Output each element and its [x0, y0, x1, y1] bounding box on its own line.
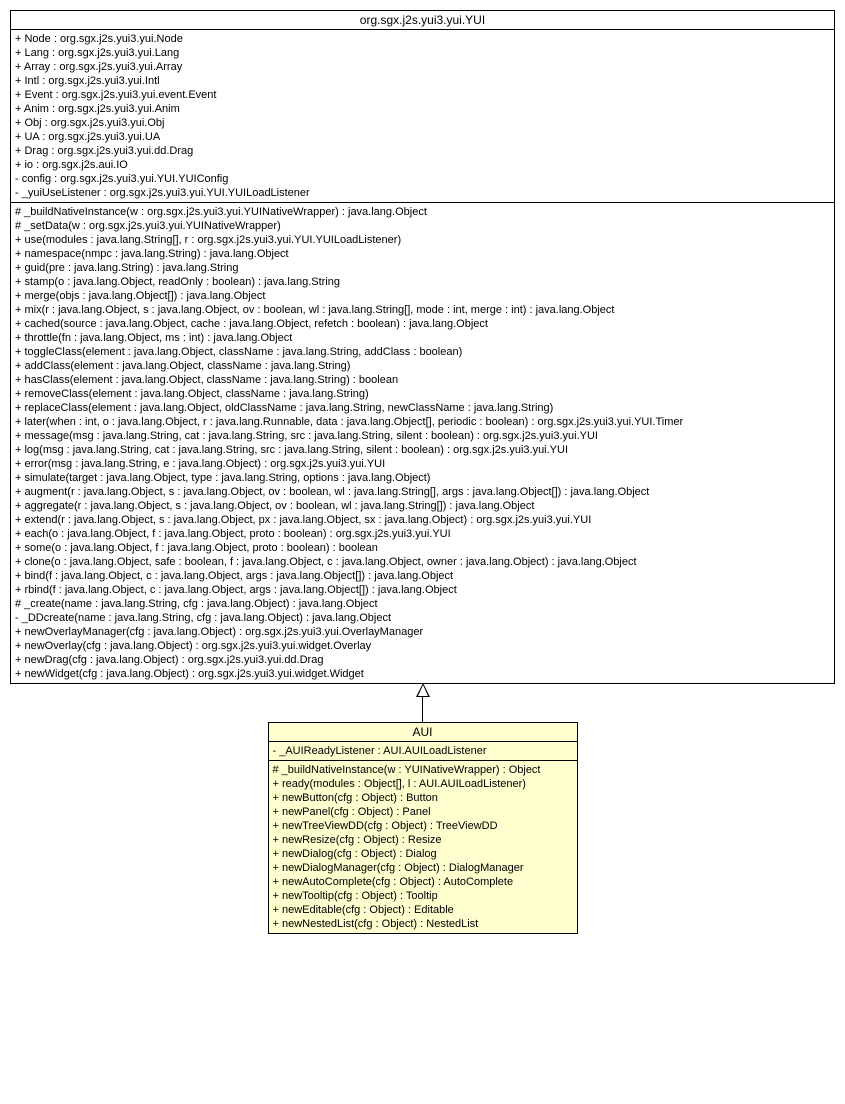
field-row: + Node : org.sgx.j2s.yui3.yui.Node	[15, 32, 830, 46]
field-row: - _yuiUseListener : org.sgx.j2s.yui3.yui…	[15, 186, 830, 200]
child-class-title: AUI	[269, 723, 577, 742]
method-row: + some(o : java.lang.Object, f : java.la…	[15, 541, 830, 555]
method-row: + newOverlay(cfg : java.lang.Object) : o…	[15, 639, 830, 653]
method-row: # _buildNativeInstance(w : org.sgx.j2s.y…	[15, 205, 830, 219]
method-row: + augment(r : java.lang.Object, s : java…	[15, 485, 830, 499]
inheritance-line	[422, 697, 423, 722]
method-row: # _buildNativeInstance(w : YUINativeWrap…	[273, 763, 573, 777]
method-row: + guid(pre : java.lang.String) : java.la…	[15, 261, 830, 275]
method-row: + message(msg : java.lang.String, cat : …	[15, 429, 830, 443]
uml-diagram: org.sgx.j2s.yui3.yui.YUI + Node : org.sg…	[10, 10, 835, 934]
method-row: + newTreeViewDD(cfg : Object) : TreeView…	[273, 819, 573, 833]
field-row: - config : org.sgx.j2s.yui3.yui.YUI.YUIC…	[15, 172, 830, 186]
method-row: + clone(o : java.lang.Object, safe : boo…	[15, 555, 830, 569]
method-row: + bind(f : java.lang.Object, c : java.la…	[15, 569, 830, 583]
method-row: + aggregate(r : java.lang.Object, s : ja…	[15, 499, 830, 513]
method-row: + rbind(f : java.lang.Object, c : java.l…	[15, 583, 830, 597]
method-row: + replaceClass(element : java.lang.Objec…	[15, 401, 830, 415]
method-row: # _create(name : java.lang.String, cfg :…	[15, 597, 830, 611]
parent-class-box: org.sgx.j2s.yui3.yui.YUI + Node : org.sg…	[10, 10, 835, 684]
field-row: + Event : org.sgx.j2s.yui3.yui.event.Eve…	[15, 88, 830, 102]
field-row: + Drag : org.sgx.j2s.yui3.yui.dd.Drag	[15, 144, 830, 158]
field-row: + Lang : org.sgx.j2s.yui3.yui.Lang	[15, 46, 830, 60]
method-row: + simulate(target : java.lang.Object, ty…	[15, 471, 830, 485]
inheritance-connector	[10, 683, 835, 722]
method-row: + newResize(cfg : Object) : Resize	[273, 833, 573, 847]
child-fields-section: - _AUIReadyListener : AUI.AUILoadListene…	[269, 742, 577, 761]
method-row: + newPanel(cfg : Object) : Panel	[273, 805, 573, 819]
method-row: + log(msg : java.lang.String, cat : java…	[15, 443, 830, 457]
method-row: + newTooltip(cfg : Object) : Tooltip	[273, 889, 573, 903]
method-row: + newOverlayManager(cfg : java.lang.Obje…	[15, 625, 830, 639]
method-row: + error(msg : java.lang.String, e : java…	[15, 457, 830, 471]
method-row: + newAutoComplete(cfg : Object) : AutoCo…	[273, 875, 573, 889]
method-row: + extend(r : java.lang.Object, s : java.…	[15, 513, 830, 527]
method-row: + removeClass(element : java.lang.Object…	[15, 387, 830, 401]
method-row: + throttle(fn : java.lang.Object, ms : i…	[15, 331, 830, 345]
method-row: + use(modules : java.lang.String[], r : …	[15, 233, 830, 247]
method-row: + later(when : int, o : java.lang.Object…	[15, 415, 830, 429]
method-row: + newWidget(cfg : java.lang.Object) : or…	[15, 667, 830, 681]
method-row: + merge(objs : java.lang.Object[]) : jav…	[15, 289, 830, 303]
method-row: + newDialog(cfg : Object) : Dialog	[273, 847, 573, 861]
field-row: + Intl : org.sgx.j2s.yui3.yui.Intl	[15, 74, 830, 88]
parent-class-title: org.sgx.j2s.yui3.yui.YUI	[11, 11, 834, 30]
method-row: + each(o : java.lang.Object, f : java.la…	[15, 527, 830, 541]
child-class-box: AUI - _AUIReadyListener : AUI.AUILoadLis…	[268, 722, 578, 934]
method-row: + cached(source : java.lang.Object, cach…	[15, 317, 830, 331]
field-row: - _AUIReadyListener : AUI.AUILoadListene…	[273, 744, 573, 758]
method-row: + mix(r : java.lang.Object, s : java.lan…	[15, 303, 830, 317]
method-row: + toggleClass(element : java.lang.Object…	[15, 345, 830, 359]
method-row: + newDialogManager(cfg : Object) : Dialo…	[273, 861, 573, 875]
field-row: + Obj : org.sgx.j2s.yui3.yui.Obj	[15, 116, 830, 130]
method-row: + namespace(nmpc : java.lang.String) : j…	[15, 247, 830, 261]
parent-fields-section: + Node : org.sgx.j2s.yui3.yui.Node+ Lang…	[11, 30, 834, 203]
method-row: # _setData(w : org.sgx.j2s.yui3.yui.YUIN…	[15, 219, 830, 233]
field-row: + Anim : org.sgx.j2s.yui3.yui.Anim	[15, 102, 830, 116]
method-row: + newNestedList(cfg : Object) : NestedLi…	[273, 917, 573, 931]
child-methods-section: # _buildNativeInstance(w : YUINativeWrap…	[269, 761, 577, 933]
parent-methods-section: # _buildNativeInstance(w : org.sgx.j2s.y…	[11, 203, 834, 683]
method-row: + ready(modules : Object[], l : AUI.AUIL…	[273, 777, 573, 791]
inheritance-arrowhead	[416, 683, 430, 697]
method-row: + newButton(cfg : Object) : Button	[273, 791, 573, 805]
method-row: - _DDcreate(name : java.lang.String, cfg…	[15, 611, 830, 625]
field-row: + io : org.sgx.j2s.aui.IO	[15, 158, 830, 172]
method-row: + newDrag(cfg : java.lang.Object) : org.…	[15, 653, 830, 667]
method-row: + addClass(element : java.lang.Object, c…	[15, 359, 830, 373]
field-row: + UA : org.sgx.j2s.yui3.yui.UA	[15, 130, 830, 144]
method-row: + stamp(o : java.lang.Object, readOnly :…	[15, 275, 830, 289]
method-row: + newEditable(cfg : Object) : Editable	[273, 903, 573, 917]
field-row: + Array : org.sgx.j2s.yui3.yui.Array	[15, 60, 830, 74]
method-row: + hasClass(element : java.lang.Object, c…	[15, 373, 830, 387]
